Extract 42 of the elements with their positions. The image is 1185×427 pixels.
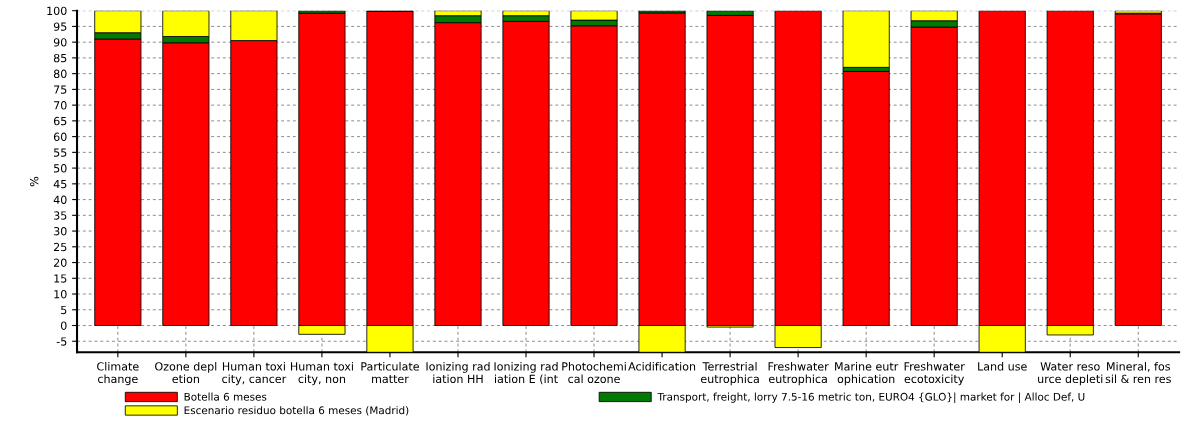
x-tick-label: Human toxi city, non [290, 362, 353, 386]
x-tick-label: Marine eutr ophication [835, 362, 899, 386]
y-tick-label: 30 [54, 227, 67, 236]
y-tick-label: 0 [60, 321, 67, 330]
x-tick-label: Climate change [97, 362, 139, 386]
x-tick-label: Photochemi cal ozone [562, 362, 626, 384]
y-tick-label: 95 [53, 22, 67, 31]
y-tick-label: 100 [47, 6, 67, 16]
x-tick-label: Ionizing rad iation E (int [494, 362, 558, 385]
y-tick-label: 15 [54, 274, 67, 283]
y-tick-label: -5 [56, 337, 67, 346]
y-axis-title: % [29, 176, 39, 187]
x-tick-label: Ionizing rad iation HH [426, 362, 490, 384]
y-tick-label: 20 [53, 258, 67, 267]
x-tick-label: Acidification [628, 362, 696, 371]
y-tick-label: 80 [53, 69, 67, 79]
y-tick-label: 55 [54, 148, 67, 157]
y-tick-label: 60 [53, 132, 67, 141]
x-tick-label: Ozone depl etion [155, 362, 217, 384]
x-tick-label: Mineral, fos sil & ren res [1105, 362, 1171, 384]
y-tick-label: 75 [54, 85, 67, 94]
legend-label: Botella 6 meses [184, 392, 267, 401]
legend-label: Escenario residuo botella 6 meses (Madrid) [184, 406, 409, 416]
x-tick-label: Human toxi city, cancer [222, 362, 287, 386]
y-tick-label: 45 [53, 179, 67, 189]
y-tick-label: 40 [53, 195, 67, 204]
y-tick-label: 90 [53, 38, 67, 47]
y-tick-label: 70 [54, 101, 67, 110]
y-tick-label: 5 [61, 305, 67, 315]
x-tick-label: Freshwater ecotoxicity [904, 362, 965, 386]
y-tick-label: 35 [54, 211, 67, 220]
x-tick-label: Terrestrial eutrophica [700, 362, 759, 386]
x-tick-label: Water reso urce depleti [1038, 362, 1103, 386]
y-tick-label: 65 [53, 116, 67, 126]
y-tick-label: 50 [54, 164, 67, 173]
y-tick-label: 85 [53, 53, 67, 63]
x-tick-label: Freshwater eutrophica [768, 362, 829, 386]
y-tick-label: 25 [53, 242, 67, 252]
y-tick-label: 10 [54, 290, 67, 299]
x-tick-label: Land use [978, 362, 1027, 371]
x-tick-label: Particulate matter [361, 362, 419, 384]
legend-label: Transport, freight, lorry 7.5-16 metric ton, EURO4 {GLO}| market for | Alloc Def, U [657, 392, 1085, 403]
